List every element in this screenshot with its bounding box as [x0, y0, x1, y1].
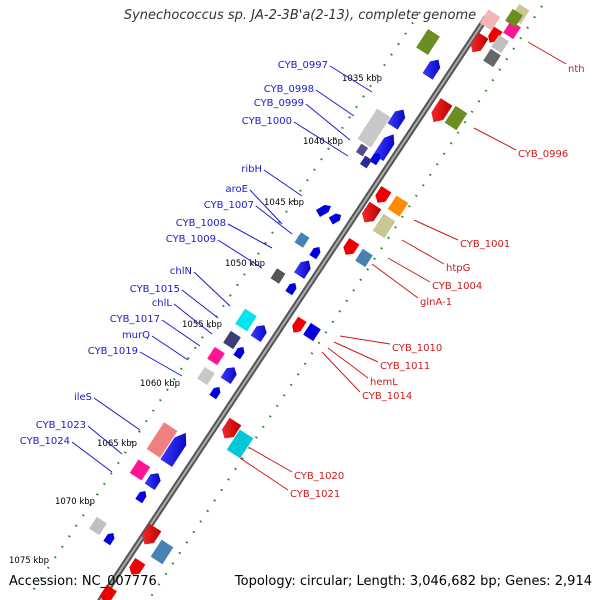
gene-label-CYB_1024: CYB_1024 [20, 436, 70, 447]
reverse-genes [99, 4, 530, 600]
kbp-tick-1070: 1070 kbp [55, 497, 95, 507]
gene-label-CYB_0996: CYB_0996 [518, 149, 568, 160]
kbp-tick-1045: 1045 kbp [264, 198, 304, 208]
gene-label-hemL: hemL [370, 377, 398, 388]
kbp-tick-1065: 1065 kbp [97, 439, 137, 449]
kbp-tick-1035: 1035 kbp [342, 74, 382, 84]
genome-summary-text: Topology: circular; Length: 3,046,682 bp… [234, 574, 592, 589]
forward-genes [89, 28, 441, 546]
gene-label-chlL: chlL [152, 298, 173, 309]
gene-label-CYB_0999: CYB_0999 [254, 98, 304, 109]
gene-label-CYB_1004: CYB_1004 [432, 281, 482, 292]
gene-label-CYB_1007: CYB_1007 [204, 200, 254, 211]
gene-label-aroE: aroE [226, 184, 248, 195]
gene-label-murQ: murQ [122, 330, 150, 341]
gene-label-ribH: ribH [241, 164, 262, 175]
gene-label-chlN: chlN [170, 266, 192, 277]
kbp-tick-1075: 1075 kbp [9, 556, 49, 566]
left-gene-labels: CYB_0997 CYB_0998 CYB_0999 CYB_1000 ribH… [20, 60, 373, 473]
gene-label-CYB_1015: CYB_1015 [130, 284, 180, 295]
backbone [97, 15, 489, 600]
gene-label-CYB_1011: CYB_1011 [380, 361, 430, 372]
gene-label-htpG: htpG [446, 263, 470, 274]
kbp-tick-1060: 1060 kbp [140, 379, 180, 389]
right-gene-labels: nth CYB_0996 CYB_1001 htpG CYB_1004 glnA… [239, 41, 585, 500]
gene-label-ileS: ileS [74, 392, 92, 403]
kbp-tick-labels: 1035 kbp 1040 kbp 1045 kbp 1050 kbp 1055… [9, 74, 382, 566]
gene-label-CYB_1010: CYB_1010 [392, 343, 442, 354]
kbp-tick-1055: 1055 kbp [182, 320, 222, 330]
gene-label-CYB_1009: CYB_1009 [166, 234, 216, 245]
map-title: Synechococcus sp. JA-2-3B'a(2-13), compl… [123, 8, 477, 23]
gene-label-CYB_0997: CYB_0997 [278, 60, 328, 71]
gene-label-CYB_1001: CYB_1001 [460, 239, 510, 250]
kbp-tick-1040: 1040 kbp [303, 137, 343, 147]
gene-label-CYB_1023: CYB_1023 [36, 420, 86, 431]
gene-label-CYB_1019: CYB_1019 [88, 346, 138, 357]
gene-label-CYB_1017: CYB_1017 [110, 314, 160, 325]
gene-label-CYB_1021: CYB_1021 [290, 489, 340, 500]
kbp-tick-1050: 1050 kbp [225, 259, 265, 269]
gene-label-CYB_1020: CYB_1020 [294, 471, 344, 482]
gene-label-CYB_1000: CYB_1000 [242, 116, 292, 127]
gene-label-CYB_0998: CYB_0998 [264, 84, 314, 95]
gene-label-CYB_1008: CYB_1008 [176, 218, 226, 229]
accession-text: Accession: NC_007776 [9, 574, 157, 589]
gene-label-CYB_1014: CYB_1014 [362, 391, 412, 402]
gene-label-nth: nth [568, 64, 585, 75]
gene-label-glnA-1: glnA-1 [420, 297, 452, 308]
